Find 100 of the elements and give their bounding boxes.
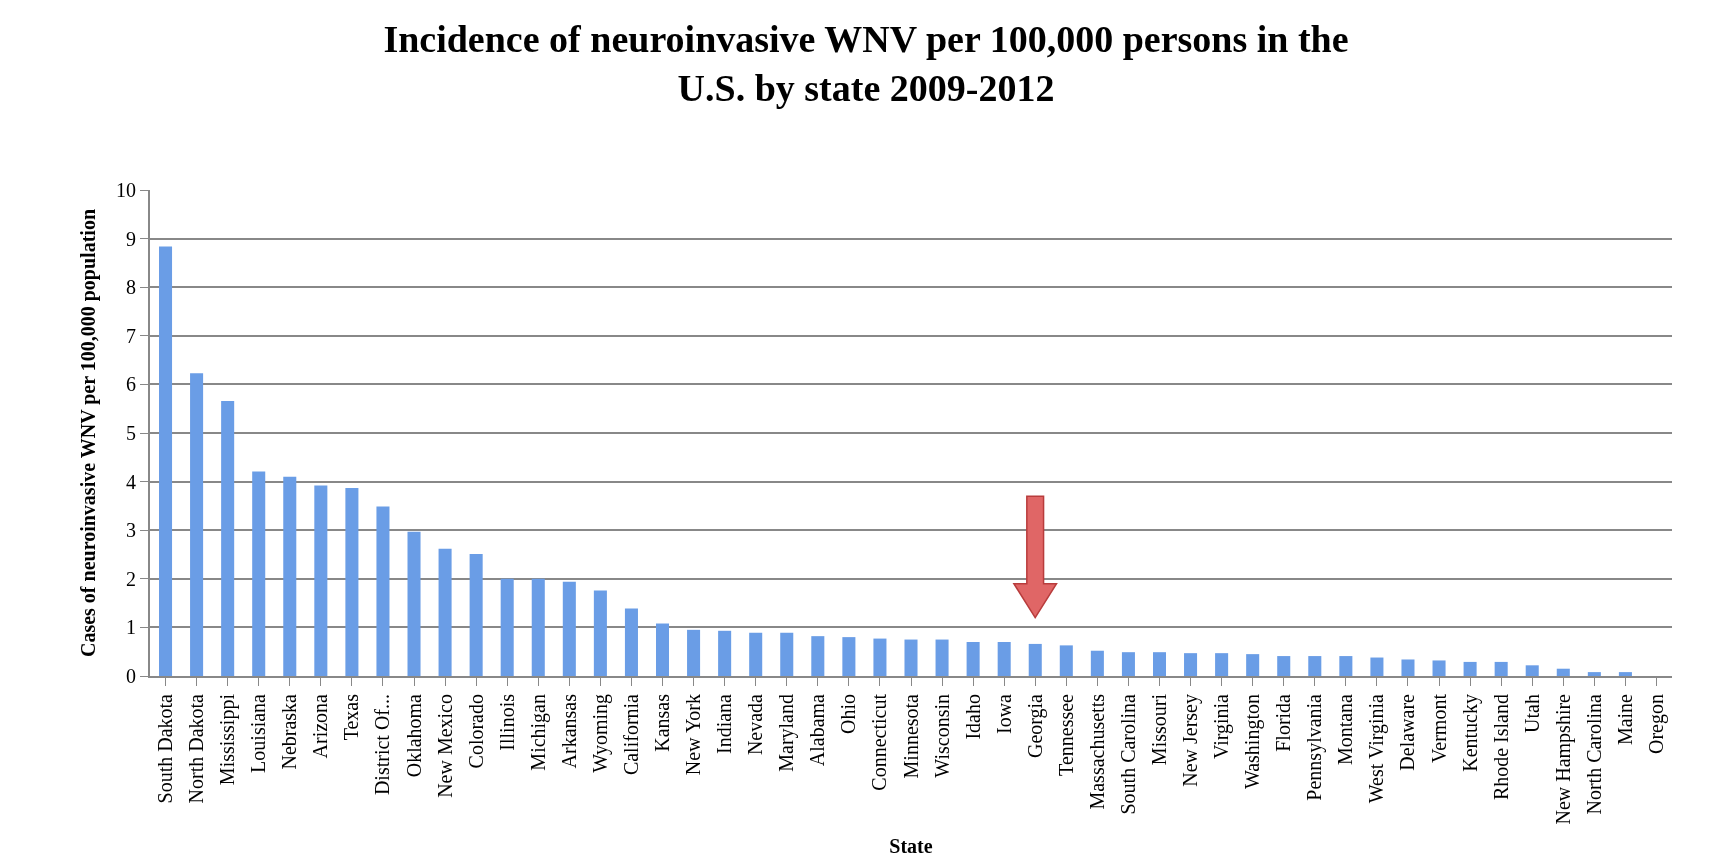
- bar: [221, 400, 235, 676]
- bar: [624, 608, 638, 676]
- bar: [749, 632, 763, 676]
- x-tick-label: North Carolina: [1582, 693, 1605, 815]
- y-tick-label: 9: [126, 227, 136, 250]
- bar: [997, 641, 1011, 676]
- x-tick-label: Arizona: [309, 693, 332, 759]
- x-tick-label: Idaho: [961, 694, 984, 740]
- x-tick-label: Maryland: [775, 694, 799, 772]
- x-tick-label: Louisiana: [247, 693, 270, 773]
- bar: [1463, 661, 1477, 676]
- y-tick-label: 8: [126, 276, 136, 299]
- x-tick-label: Michigan: [526, 694, 550, 771]
- x-tick-label: Oklahoma: [402, 693, 425, 778]
- x-tick-label: Georgia: [1023, 693, 1047, 759]
- x-tick-label: Ohio: [837, 694, 860, 734]
- bar: [904, 639, 918, 676]
- bar: [1308, 656, 1322, 676]
- x-tick-label: West Virginia: [1365, 693, 1389, 804]
- bar: [718, 630, 732, 676]
- bar: [1587, 672, 1601, 676]
- y-tick-label: 4: [126, 470, 136, 493]
- bar: [935, 639, 949, 676]
- bar: [687, 629, 701, 676]
- bar: [1277, 656, 1291, 676]
- bar: [531, 578, 545, 676]
- x-tick-label: New Mexico: [433, 694, 456, 798]
- x-tick-label: Minnesota: [899, 693, 922, 779]
- y-tick-label: 5: [126, 422, 136, 444]
- bar: [562, 581, 576, 676]
- x-tick-label: Mississippi: [216, 693, 240, 786]
- x-tick-label: Montana: [1334, 693, 1357, 766]
- y-tick-label: 10: [116, 179, 136, 201]
- x-tick-label: Kentucky: [1458, 694, 1482, 772]
- y-tick-label: 0: [126, 665, 136, 687]
- bar: [966, 641, 980, 676]
- bar: [407, 531, 421, 676]
- x-tick-label: Nevada: [744, 693, 767, 756]
- bar: [1618, 672, 1632, 676]
- x-tick-label: Nebraska: [278, 693, 301, 770]
- x-tick-label: Washington: [1241, 694, 1265, 790]
- y-tick-label: 2: [126, 567, 136, 590]
- x-tick-label: New Jersey: [1179, 694, 1203, 787]
- bar: [283, 476, 297, 676]
- x-tick-label: Connecticut: [868, 693, 891, 791]
- bar: [1090, 650, 1104, 676]
- bar: [1494, 661, 1508, 676]
- x-tick-label: Rhode Island: [1489, 694, 1512, 801]
- bar: [500, 578, 514, 676]
- bar: [1121, 652, 1135, 676]
- bar: [252, 471, 266, 676]
- x-tick-label: Illinois: [495, 693, 518, 751]
- x-axis-title: State: [889, 834, 933, 857]
- bar: [811, 636, 825, 676]
- x-tick-label: Utah: [1520, 694, 1543, 733]
- x-tick-label: Wisconsin: [930, 694, 953, 778]
- x-tick-label: California: [619, 693, 642, 776]
- x-tick-label: Tennessee: [1054, 693, 1077, 776]
- bar: [1215, 653, 1229, 676]
- x-tick-label: New Hampshire: [1551, 693, 1575, 825]
- bar: [438, 548, 452, 676]
- x-tick-label: Oregon: [1644, 694, 1668, 754]
- bar: [1059, 645, 1073, 676]
- x-tick-label: Colorado: [464, 694, 487, 769]
- x-tick-label: Maine: [1613, 693, 1636, 746]
- bar: [190, 373, 204, 676]
- x-tick-label: Wyoming: [588, 694, 612, 773]
- x-tick-label: Massachusetts: [1085, 693, 1108, 810]
- bar: [1184, 653, 1198, 676]
- bar: [1246, 654, 1260, 676]
- bar: [780, 632, 794, 676]
- x-tick-label: Kansas: [651, 693, 674, 752]
- bar: [1401, 659, 1415, 676]
- x-tick-label: North Dakota: [185, 693, 208, 804]
- x-tick-label: Vermont: [1427, 693, 1450, 763]
- bar: [1339, 656, 1353, 676]
- y-tick-label: 7: [126, 324, 136, 347]
- y-tick-label: 3: [126, 519, 136, 542]
- bar: [655, 623, 670, 676]
- x-tick-label: South Carolina: [1116, 693, 1139, 815]
- bar: [469, 554, 483, 676]
- bar: [159, 246, 173, 676]
- x-tick-label: Texas: [340, 693, 363, 741]
- bar: [842, 637, 856, 676]
- bar: [873, 638, 887, 676]
- bar: [593, 590, 607, 676]
- x-tick-label: Arkansas: [557, 693, 580, 769]
- bar: [1525, 665, 1539, 676]
- x-tick-label: District Of...: [371, 694, 394, 796]
- x-tick-label: Florida: [1272, 693, 1295, 752]
- x-tick-label: South Dakota: [154, 693, 177, 804]
- x-tick-label: Virginia: [1210, 693, 1234, 760]
- x-tick-label: New York: [682, 694, 705, 776]
- x-tick-label: Alabama: [806, 693, 829, 767]
- bar: [376, 506, 390, 676]
- chart-title: Incidence of neuroinvasive WNV per 100,000 persons in the U.S. by state 2009-2012: [383, 17, 1349, 110]
- bar: [1028, 643, 1042, 676]
- bar: [314, 485, 328, 676]
- bar: [1152, 652, 1167, 676]
- x-tick-label: Iowa: [992, 693, 1015, 734]
